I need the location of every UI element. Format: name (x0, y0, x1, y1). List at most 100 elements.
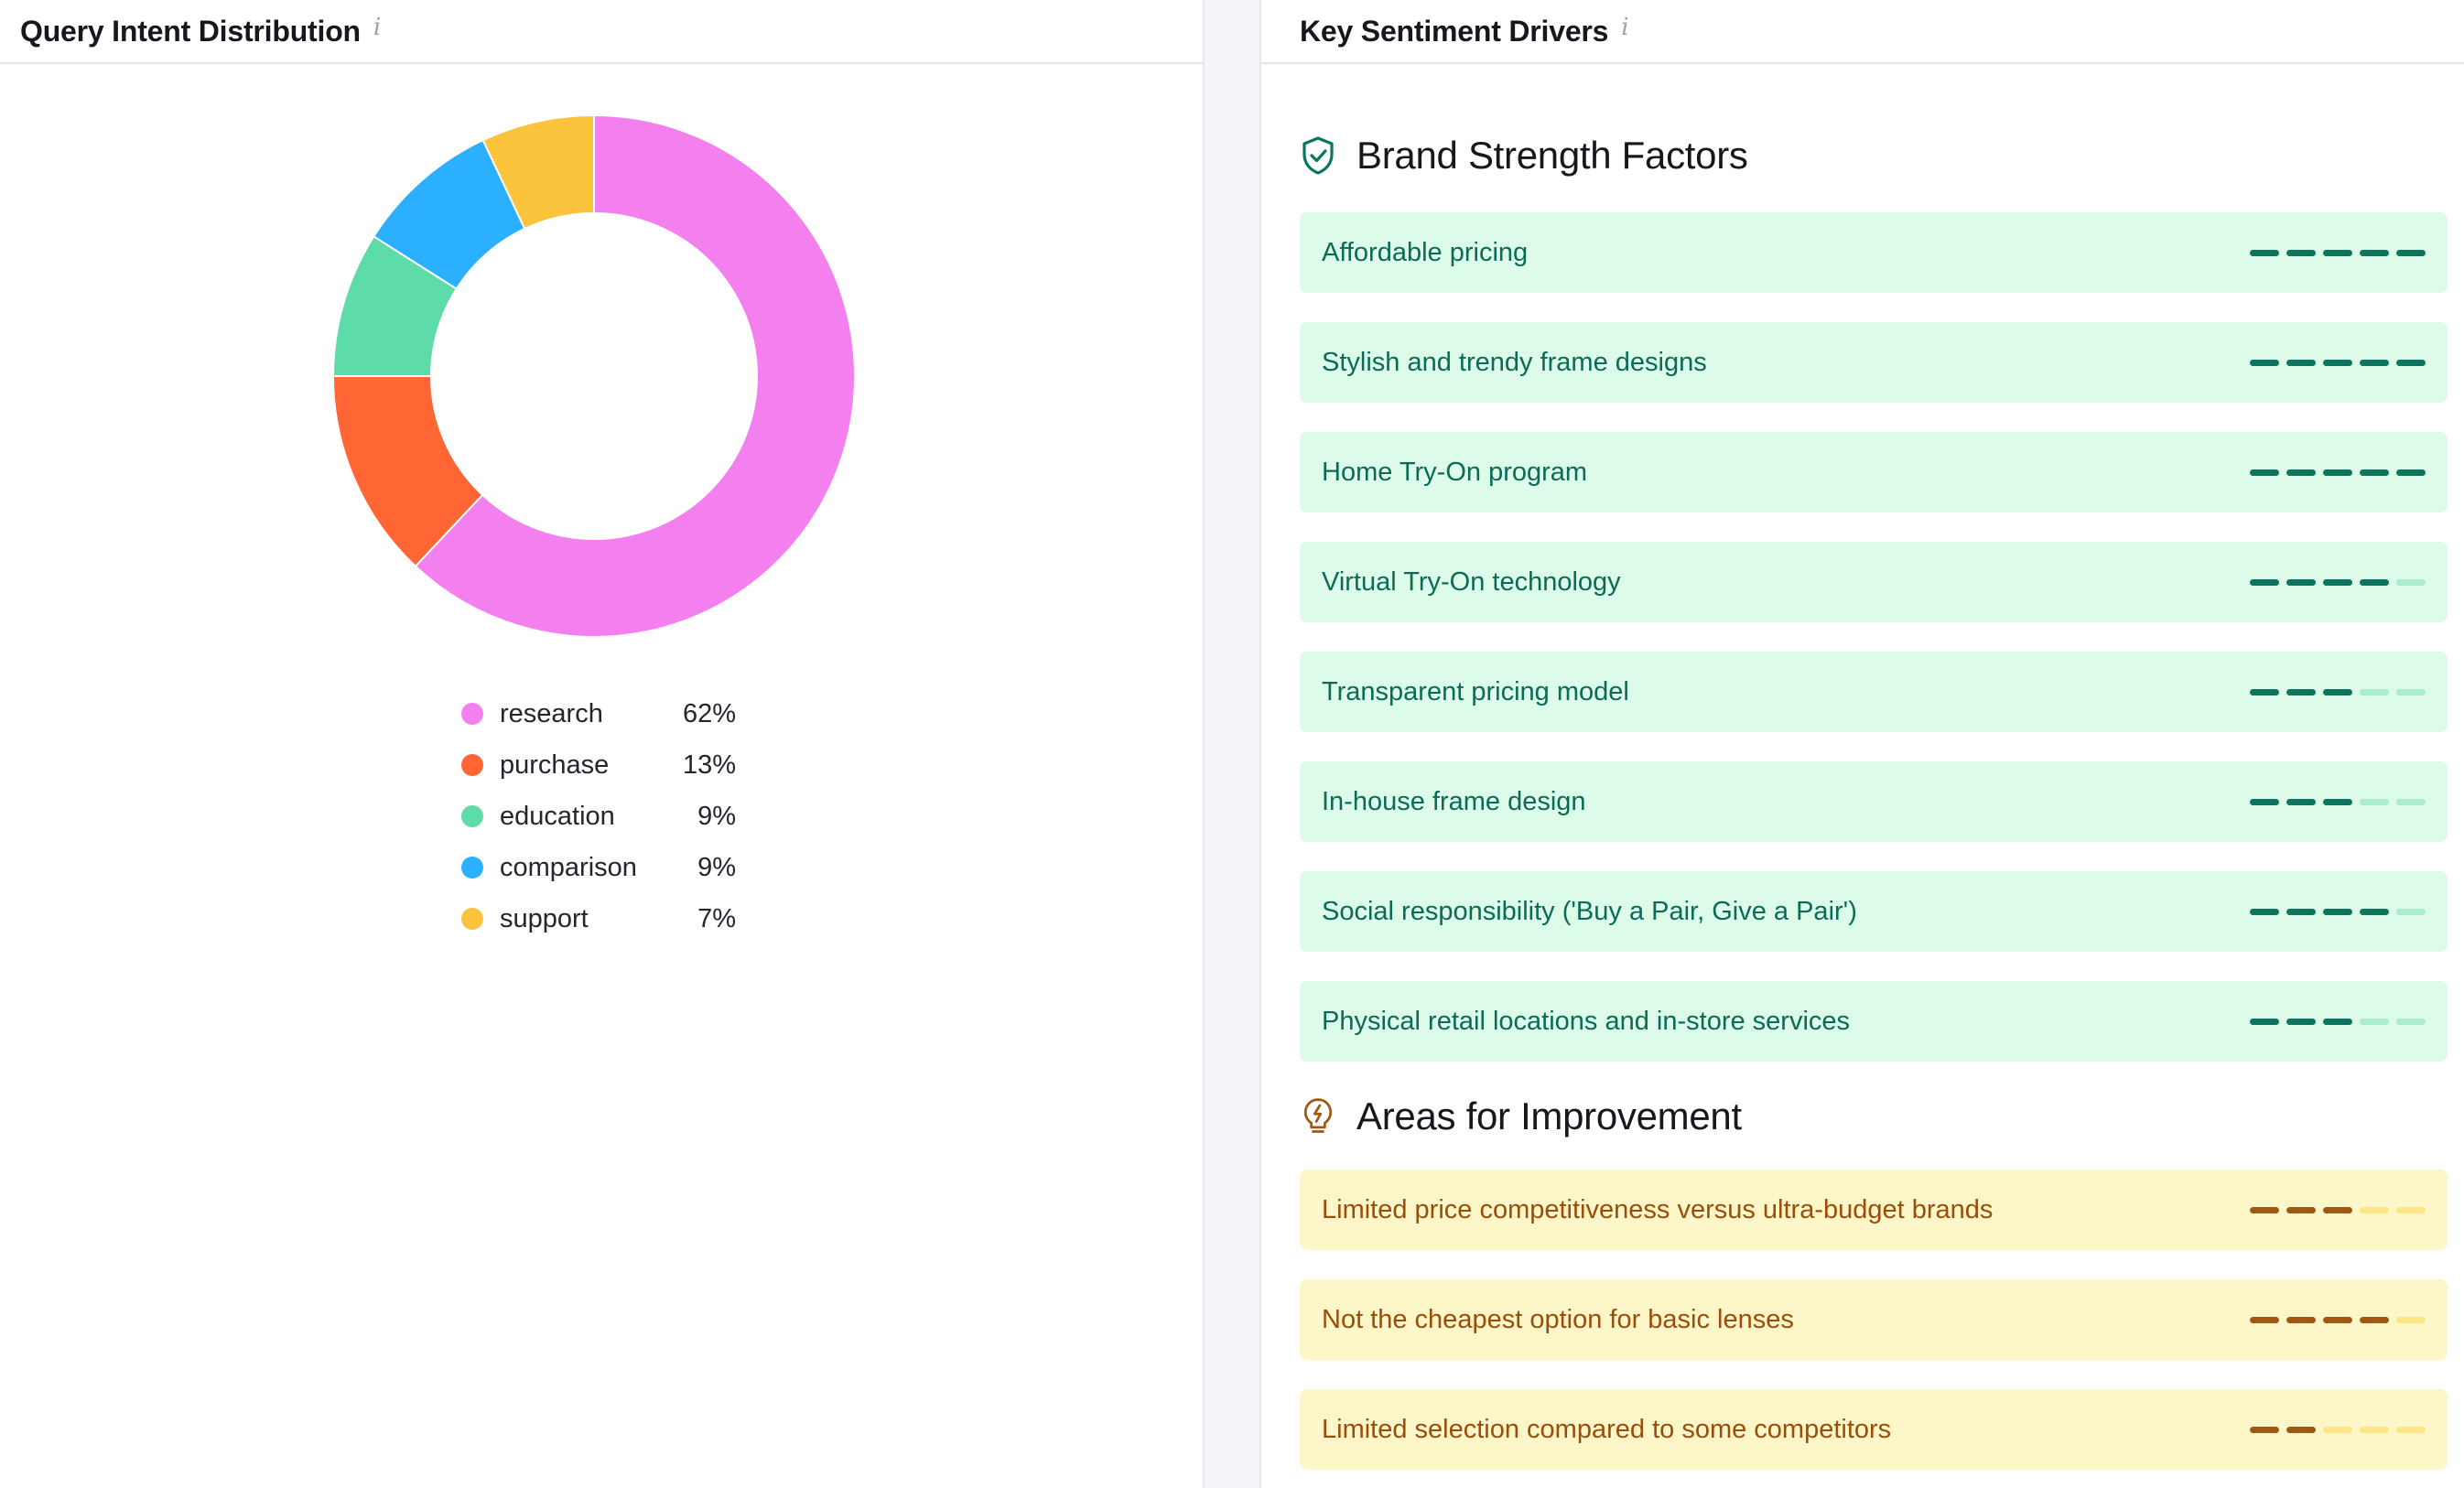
item-label: Stylish and trendy frame designs (1322, 347, 1707, 377)
info-icon[interactable]: i (373, 14, 382, 41)
item-label: Social responsibility ('Buy a Pair, Give… (1322, 896, 1857, 926)
section-title: Brand Strength Factors (1356, 134, 1748, 177)
score-segment (2360, 1426, 2389, 1433)
panel-header: Query Intent Distribution i (0, 0, 1203, 64)
improvements-heading: Areas for Improvement (1300, 1094, 1742, 1138)
score-segment (2250, 578, 2279, 586)
score-indicator (2250, 688, 2426, 695)
strength-item[interactable]: In-house frame design (1300, 761, 2448, 842)
score-segment (2323, 798, 2352, 805)
legend-value: 62% (682, 698, 736, 728)
score-segment (2286, 1206, 2316, 1213)
item-label: Affordable pricing (1322, 237, 1529, 267)
score-segment (2250, 469, 2279, 476)
score-segment (2286, 908, 2316, 915)
panel-title: Query Intent Distribution (20, 14, 361, 48)
legend-item[interactable]: research 62% (461, 688, 736, 739)
score-segment (2250, 1316, 2279, 1323)
score-segment (2250, 688, 2279, 695)
strength-item[interactable]: Stylish and trendy frame designs (1300, 322, 2448, 403)
improvement-item[interactable]: Not the cheapest option for basic lenses (1300, 1279, 2448, 1360)
score-segment (2396, 578, 2426, 586)
donut-slice-support[interactable] (481, 115, 595, 231)
legend-item[interactable]: purchase 13% (461, 739, 736, 791)
score-segment (2323, 1018, 2352, 1025)
shield-check-icon (1302, 136, 1334, 175)
score-segment (2360, 469, 2389, 476)
strength-item[interactable]: Social responsibility ('Buy a Pair, Give… (1300, 871, 2448, 952)
score-segment (2323, 688, 2352, 695)
score-indicator (2250, 1426, 2426, 1433)
score-segment (2396, 249, 2426, 256)
legend-label: research (500, 698, 603, 728)
legend-swatch (461, 754, 483, 776)
score-segment (2323, 359, 2352, 366)
legend-value: 13% (682, 749, 736, 780)
strength-item[interactable]: Affordable pricing (1300, 212, 2448, 293)
score-segment (2396, 908, 2426, 915)
legend-label: comparison (500, 852, 637, 882)
score-segment (2286, 249, 2316, 256)
item-label: Not the cheapest option for basic lenses (1322, 1304, 1794, 1334)
legend-value: 9% (697, 801, 736, 831)
panel-header: Key Sentiment Drivers i (1261, 0, 2464, 64)
section-title: Areas for Improvement (1356, 1094, 1742, 1138)
legend-label: education (500, 801, 615, 831)
legend-item[interactable]: education 9% (461, 791, 736, 842)
score-segment (2360, 359, 2389, 366)
score-segment (2360, 1316, 2389, 1323)
legend-item[interactable]: support 7% (461, 893, 736, 944)
strength-item[interactable]: Physical retail locations and in-store s… (1300, 981, 2448, 1062)
item-label: Transparent pricing model (1322, 676, 1629, 706)
improvement-item[interactable]: Limited selection compared to some compe… (1300, 1389, 2448, 1470)
panel-gutter (1203, 0, 1259, 1488)
score-segment (2323, 1426, 2352, 1433)
score-segment (2250, 1018, 2279, 1025)
score-segment (2250, 249, 2279, 256)
legend-item[interactable]: comparison 9% (461, 842, 736, 893)
score-segment (2250, 359, 2279, 366)
score-indicator (2250, 359, 2426, 366)
panel-title: Key Sentiment Drivers (1300, 14, 1609, 48)
score-segment (2360, 688, 2389, 695)
score-segment (2396, 469, 2426, 476)
improvement-item[interactable]: Limited price competitiveness versus ult… (1300, 1170, 2448, 1250)
score-segment (2360, 249, 2389, 256)
score-indicator (2250, 908, 2426, 915)
score-segment (2396, 1018, 2426, 1025)
item-label: Limited price competitiveness versus ult… (1322, 1194, 1994, 1224)
item-label: In-house frame design (1322, 786, 1586, 816)
score-segment (2323, 469, 2352, 476)
score-indicator (2250, 578, 2426, 586)
score-segment (2396, 1426, 2426, 1433)
info-icon[interactable]: i (1621, 14, 1629, 41)
score-segment (2360, 1018, 2389, 1025)
legend-label: support (500, 903, 589, 933)
score-segment (2250, 1206, 2279, 1213)
strength-item[interactable]: Home Try-On program (1300, 432, 2448, 512)
intent-donut-chart (333, 115, 855, 637)
legend-swatch (461, 703, 483, 725)
score-indicator (2250, 1206, 2426, 1213)
score-segment (2360, 908, 2389, 915)
score-indicator (2250, 469, 2426, 476)
score-segment (2360, 798, 2389, 805)
score-segment (2286, 359, 2316, 366)
strength-item[interactable]: Virtual Try-On technology (1300, 542, 2448, 622)
score-indicator (2250, 249, 2426, 256)
chart-legend: research 62% purchase 13% education 9% compari… (461, 688, 736, 944)
legend-swatch (461, 908, 483, 930)
donut-slice-research[interactable] (414, 115, 855, 637)
legend-swatch (461, 805, 483, 827)
score-segment (2250, 1426, 2279, 1433)
score-segment (2286, 578, 2316, 586)
strength-item[interactable]: Transparent pricing model (1300, 652, 2448, 732)
score-segment (2286, 1018, 2316, 1025)
score-segment (2323, 1206, 2352, 1213)
lightbulb-icon (1303, 1098, 1333, 1133)
legend-swatch (461, 857, 483, 879)
score-indicator (2250, 798, 2426, 805)
item-label: Home Try-On program (1322, 457, 1588, 487)
score-segment (2323, 1316, 2352, 1323)
score-segment (2360, 1206, 2389, 1213)
